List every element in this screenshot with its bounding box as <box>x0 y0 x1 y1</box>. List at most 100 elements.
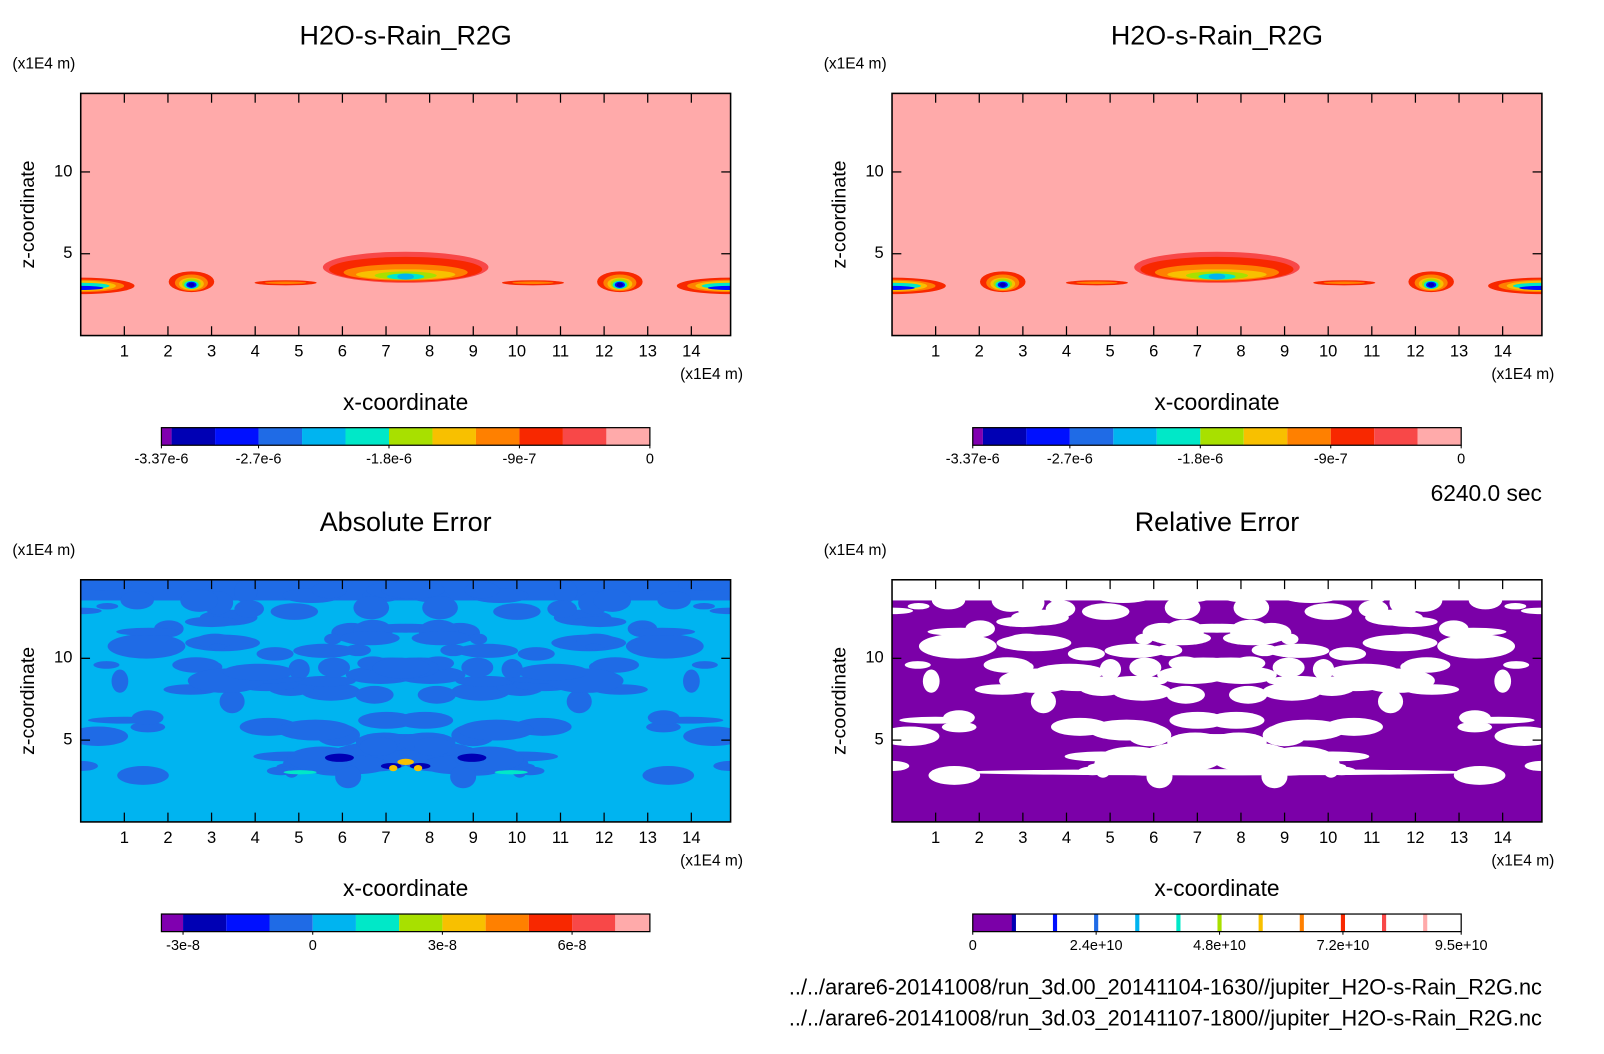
contour-region <box>996 616 1050 628</box>
contour-region <box>1428 282 1435 287</box>
contour-region <box>461 657 494 678</box>
x-tick-label: 1 <box>120 828 129 847</box>
colorbar-segment <box>1342 914 1385 932</box>
x-tick-label: 4 <box>1062 828 1071 847</box>
contour-region <box>1129 657 1162 678</box>
x-tick-label: 7 <box>381 341 390 360</box>
contour-region <box>892 726 940 746</box>
field-background <box>80 579 731 822</box>
plot-frame <box>891 92 1543 337</box>
contour-region <box>80 760 98 772</box>
colorbar-segment <box>442 914 486 932</box>
x-tick-label: 3 <box>207 341 216 360</box>
colorbar-segment <box>258 427 303 446</box>
contour-region <box>80 285 104 291</box>
x-tick-label: 1 <box>120 341 129 360</box>
colorbar-level-line <box>1176 914 1181 932</box>
contour-region <box>318 657 350 678</box>
contour-region <box>116 627 183 636</box>
x-tick-label: 7 <box>381 828 390 847</box>
contour-region <box>1192 581 1257 599</box>
contour-region <box>573 616 627 628</box>
contour-region <box>709 607 731 615</box>
contour-region <box>1440 627 1507 636</box>
contour-region <box>209 643 227 650</box>
contour-region <box>642 765 695 785</box>
x-tick-label: 14 <box>1493 828 1511 847</box>
contour-region <box>991 589 1030 612</box>
x-tick-label: 14 <box>1493 341 1511 360</box>
colorbar-level-line <box>1258 914 1263 932</box>
contour-region <box>1494 669 1512 693</box>
contour-region <box>80 726 129 746</box>
contour-region <box>1006 633 1046 648</box>
contour-region <box>918 633 997 659</box>
contour-region <box>80 600 731 605</box>
contour-region <box>1396 643 1414 650</box>
contour-region <box>264 281 307 285</box>
colorbar-frame <box>160 913 651 933</box>
contour-region <box>120 591 154 610</box>
x-tick-label: 10 <box>508 341 526 360</box>
contour-region <box>683 726 731 746</box>
contour-region <box>293 643 355 658</box>
colorbar-tick-label: 9.5e+10 <box>1435 938 1488 954</box>
x-tick-label: 12 <box>595 828 613 847</box>
contour-region <box>233 579 258 604</box>
contour-region <box>647 710 680 726</box>
contour-region <box>324 753 354 762</box>
contour-region <box>892 607 914 615</box>
colorbar-segment <box>215 427 259 446</box>
contour-region <box>1081 603 1130 620</box>
contour-region <box>359 737 398 757</box>
x-axis-label: x-coordinate <box>343 875 468 901</box>
colorbar-segment <box>519 427 563 446</box>
colorbar-tick-label: -9e-7 <box>503 452 537 468</box>
x-axis-label: x-coordinate <box>1154 389 1279 415</box>
contour-region <box>983 657 1031 673</box>
x-tick-label: 4 <box>1062 341 1071 360</box>
contour-region <box>1457 721 1493 733</box>
x-tick-label: 13 <box>639 341 657 360</box>
colorbar-segment <box>345 427 389 446</box>
contour-region <box>1225 737 1264 757</box>
y-tick-label: 10 <box>865 161 883 180</box>
contour-region <box>451 682 511 701</box>
contour-region <box>1329 647 1367 661</box>
colorbar-segment <box>606 427 650 446</box>
y-tick-label: 5 <box>63 729 72 748</box>
contour-region <box>1207 711 1265 729</box>
field-background <box>892 579 1542 822</box>
contour-region <box>1233 596 1270 620</box>
x-tick-label: 9 <box>1280 341 1289 360</box>
x-tick-label: 9 <box>469 828 478 847</box>
contour-region <box>456 643 519 658</box>
contour-region <box>222 663 294 681</box>
contour-region <box>566 689 592 714</box>
contour-region <box>1262 682 1322 701</box>
colorbar-tick-label: 6e-8 <box>558 938 587 954</box>
x-tick-label: 9 <box>469 341 478 360</box>
x-unit: (x1E4 m) <box>1491 366 1554 383</box>
contour-region <box>892 760 910 772</box>
colorbar-tick-label: 0 <box>1457 452 1465 468</box>
y-tick-label: 10 <box>54 648 72 667</box>
contour-region <box>928 765 981 785</box>
colorbar-tick-label: 0 <box>646 452 654 468</box>
contour-region <box>80 580 134 591</box>
contour-region <box>1166 685 1205 704</box>
contour-region <box>616 282 623 287</box>
x-tick-label: 12 <box>1406 828 1424 847</box>
contour-region <box>547 600 577 618</box>
colorbar-segment <box>355 914 400 932</box>
contour-region <box>553 579 578 604</box>
contour-region <box>1365 579 1389 604</box>
colorbar-segment <box>1260 914 1302 932</box>
y-tick-label: 10 <box>865 648 883 667</box>
contour-region <box>904 661 931 669</box>
y-unit: (x1E4 m) <box>12 542 75 559</box>
contour-region <box>1312 659 1335 680</box>
colorbar-segment <box>161 427 172 446</box>
contour-region <box>417 685 457 704</box>
contour-region <box>413 765 423 772</box>
